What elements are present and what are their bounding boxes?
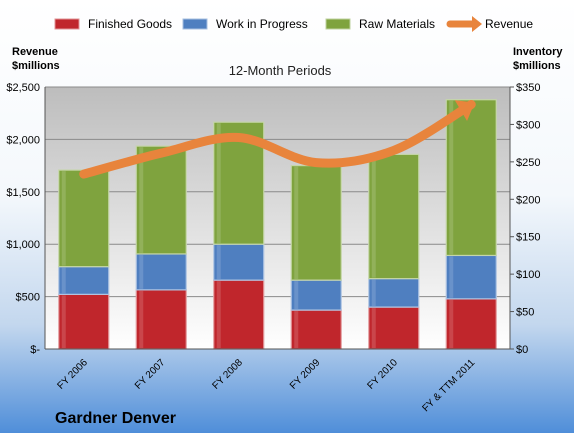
left-axis-label: Revenue $millions <box>12 46 60 72</box>
legend-item: Finished Goods <box>54 17 172 31</box>
bar-highlight <box>294 166 299 280</box>
left-tick-label: $1,000 <box>6 239 40 251</box>
bar-finished-goods <box>213 279 265 350</box>
legend-item: Work in Progress <box>182 17 308 31</box>
legend-swatch <box>54 18 80 30</box>
left-tick-label: $1,500 <box>6 187 40 199</box>
legend-label: Work in Progress <box>216 17 308 31</box>
revenue-arrowhead <box>454 100 475 121</box>
bar-work-in-progress <box>213 243 265 281</box>
bar-group <box>58 99 497 350</box>
bar-highlight <box>216 281 221 348</box>
bar-highlight <box>139 254 144 289</box>
right-tick-label: $100 <box>516 269 540 281</box>
axis-label-line: $millions <box>513 60 561 72</box>
bar-work-in-progress <box>368 278 420 308</box>
legend-item: Raw Materials <box>325 17 435 31</box>
bar-highlight <box>139 290 144 348</box>
bar-finished-goods <box>445 298 497 350</box>
bar-highlight <box>61 171 66 266</box>
bar-highlight <box>216 245 221 280</box>
bar-highlight <box>449 299 454 348</box>
right-tick-label: $0 <box>516 344 528 356</box>
bar-highlight <box>371 155 376 278</box>
company-name: Gardner Denver <box>55 410 176 427</box>
bar-raw-materials <box>290 165 342 281</box>
bar-highlight <box>449 256 454 298</box>
legend-swatch <box>182 18 208 30</box>
left-tick-label: $2,000 <box>6 134 40 146</box>
axis-label-line: $millions <box>12 60 60 72</box>
legend-swatch <box>325 18 351 30</box>
bar-highlight <box>371 279 376 307</box>
bar-finished-goods <box>58 293 110 350</box>
axis-label-line: Inventory <box>513 46 563 58</box>
bar-work-in-progress <box>445 254 497 300</box>
bar-raw-materials <box>135 145 187 255</box>
bar-highlight <box>61 267 66 294</box>
bar-work-in-progress <box>290 279 342 311</box>
bar-highlight <box>294 311 299 348</box>
bar-raw-materials <box>445 99 497 257</box>
legend-label: Revenue <box>485 17 533 31</box>
right-tick-label: $250 <box>516 157 540 169</box>
legend-item: Revenue <box>446 16 533 32</box>
chart-title: 12-Month Periods <box>229 63 332 78</box>
bar-raw-materials <box>58 169 110 268</box>
left-tick-label: $- <box>30 344 40 356</box>
bar-highlight <box>294 281 299 310</box>
revenue-line <box>79 100 476 179</box>
legend-label: Raw Materials <box>359 17 435 31</box>
bar-highlight <box>371 308 376 348</box>
revenue-line-group <box>79 100 476 179</box>
axis-label-line: Revenue <box>12 46 58 58</box>
bar-highlight <box>449 100 454 255</box>
right-tick-label: $300 <box>516 119 540 131</box>
bar-work-in-progress <box>58 266 110 295</box>
right-tick-label: $200 <box>516 194 540 206</box>
bar-raw-materials <box>368 153 420 280</box>
legend-arrow <box>472 16 482 32</box>
bar-highlight <box>216 123 221 244</box>
right-tick-label: $50 <box>516 307 534 319</box>
bar-highlight <box>61 295 66 348</box>
left-tick-label: $500 <box>16 292 40 304</box>
bar-work-in-progress <box>135 253 187 291</box>
legend: Finished Goods Work in Progress Raw Materi… <box>54 16 533 32</box>
right-tick-label: $350 <box>516 82 540 94</box>
left-tick-label: $2,500 <box>6 82 40 94</box>
right-axis-label: Inventory $millions <box>513 46 563 72</box>
bar-finished-goods <box>290 309 342 350</box>
legend-label: Finished Goods <box>88 17 172 31</box>
bar-finished-goods <box>135 289 187 350</box>
bar-finished-goods <box>368 306 420 350</box>
right-tick-label: $150 <box>516 232 540 244</box>
bar-highlight <box>139 147 144 253</box>
